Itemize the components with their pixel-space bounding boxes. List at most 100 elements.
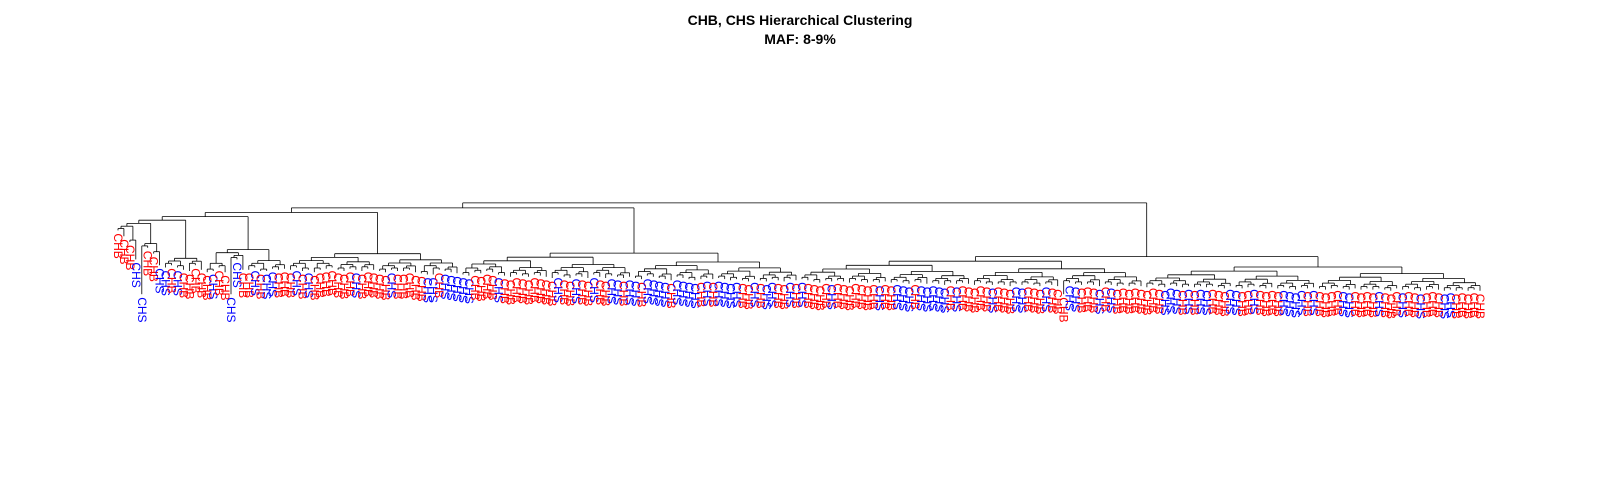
leaf-label: CHB (1431, 293, 1445, 318)
leaf-label: CHB (254, 274, 268, 299)
leaf-label: CHS (688, 283, 702, 308)
leaf-label: CHS (1443, 293, 1457, 318)
leaf-label: CHB (599, 281, 613, 306)
leaf-label: CHS (932, 287, 946, 312)
leaf-label: CHB (408, 275, 422, 300)
leaf-label: CHS (1170, 289, 1184, 314)
leaf-label: CHB (414, 276, 428, 301)
leaf-label: CHB (1467, 293, 1481, 318)
leaf-label: CHB (1425, 291, 1439, 316)
leaf-label: CHB (361, 272, 375, 297)
leaf-label: CHB (337, 274, 351, 299)
leaf-label: CHS (759, 284, 773, 309)
leaf-label: CHB (539, 280, 553, 305)
leaf-label: CHB (373, 274, 387, 299)
leaf-label: CHB (1324, 291, 1338, 316)
leaf-label: CHB (973, 286, 987, 311)
leaf-label: CHB (355, 274, 369, 299)
leaf-label: CHB (367, 273, 381, 298)
leaf-label: CHB (343, 272, 357, 297)
leaf-label: CHS (938, 288, 952, 313)
leaf-label: CHS (1229, 290, 1243, 315)
leaf-label: CHB (557, 280, 571, 305)
leaf-label: CHB (212, 271, 226, 296)
leaf-label: CHB (545, 281, 559, 306)
leaf-label: CHB (272, 273, 286, 298)
leaf-label: CHS (1437, 294, 1451, 319)
leaf-label: CHS (159, 271, 173, 296)
leaf-label: CHS (652, 281, 666, 306)
leaf-label: CHB (884, 286, 898, 311)
leaf-label: CHS (1199, 290, 1213, 315)
leaf-label: CHB (325, 271, 339, 296)
leaf-label: CHB (218, 275, 232, 300)
leaf-label: CHB (521, 280, 535, 305)
leaf-label: CHB (997, 288, 1011, 313)
leaf-label: CHB (123, 245, 137, 270)
leaf-label: CHB (188, 268, 202, 293)
leaf-label: CHB (807, 284, 821, 309)
leaf-label: CHB (860, 286, 874, 311)
leaf-label: CHS (587, 278, 601, 303)
leaf-label: CHB (432, 273, 446, 298)
leaf-label: CHS (1009, 287, 1023, 312)
leaf-label: CHB (468, 275, 482, 300)
leaf-label: CHB (313, 273, 327, 298)
leaf-label: CHB (789, 283, 803, 308)
leaf-label: CHS (1372, 291, 1386, 316)
leaf-label: CHB (533, 279, 547, 304)
leaf-label: CHB (165, 268, 179, 293)
leaf-label: CHS (1039, 287, 1053, 312)
leaf-label: CHS (289, 271, 303, 296)
leaf-label: CHB (1354, 293, 1368, 318)
leaf-label: CHS (420, 278, 434, 303)
leaf-label: CHS (914, 286, 928, 311)
leaf-label: CHS (872, 286, 886, 311)
leaf-label: CHB (200, 275, 214, 300)
leaf-label: CHB (741, 284, 755, 309)
leaf-label: CHS (450, 276, 464, 301)
leaf-label: CHS (825, 284, 839, 309)
leaf-label: CHS (795, 282, 809, 307)
leaf-label: CHS (658, 282, 672, 307)
leaf-label: CHB (486, 275, 500, 300)
leaf-label: CHS (1223, 289, 1237, 314)
leaf-label: CHS (1194, 289, 1208, 314)
leaf-label: CHB (866, 284, 880, 309)
leaf-label: CHS (926, 286, 940, 311)
leaf-label: CHS (1164, 288, 1178, 313)
leaf-label: CHB (664, 283, 678, 308)
leaf-label: CHB (504, 280, 518, 305)
leaf-label: CHB (962, 287, 976, 312)
leaf-label: CHB (1235, 291, 1249, 316)
leaf-label: CHS (135, 297, 149, 322)
leaf-label: CHB (242, 273, 256, 298)
leaf-label: CHB (819, 283, 833, 308)
leaf-label: CHB (1217, 291, 1231, 316)
leaf-label: CHB (295, 274, 309, 299)
leaf-label: CHB (176, 273, 190, 298)
leaf-label: CHS (1396, 293, 1410, 318)
leaf-label: CHS (426, 278, 440, 303)
leaf-label: CHS (1104, 288, 1118, 313)
leaf-label: CHB (1301, 291, 1315, 316)
leaf-label: CHS (1247, 289, 1261, 314)
leaf-label: CHB (801, 283, 815, 308)
leaf-label: CHB (1086, 288, 1100, 313)
leaf-label: CHB (944, 286, 958, 311)
leaf-label: CHB (1075, 288, 1089, 313)
leaf-label: CHS (1307, 290, 1321, 315)
leaf-label: CHB (1152, 289, 1166, 314)
leaf-label: CHB (849, 283, 863, 308)
leaf-label: CHB (1003, 289, 1017, 314)
leaf-label: CHB (1128, 288, 1142, 313)
leaf-label: CHB (307, 275, 321, 300)
leaf-label: CHB (1390, 291, 1404, 316)
leaf-label: CHB (563, 281, 577, 306)
leaf-label: CHB (575, 280, 589, 305)
leaf-label: CHB (753, 283, 767, 308)
leaf-label: CHB (831, 283, 845, 308)
leaf-label: CHS (171, 271, 185, 296)
leaf-label: CHB (1265, 290, 1279, 315)
